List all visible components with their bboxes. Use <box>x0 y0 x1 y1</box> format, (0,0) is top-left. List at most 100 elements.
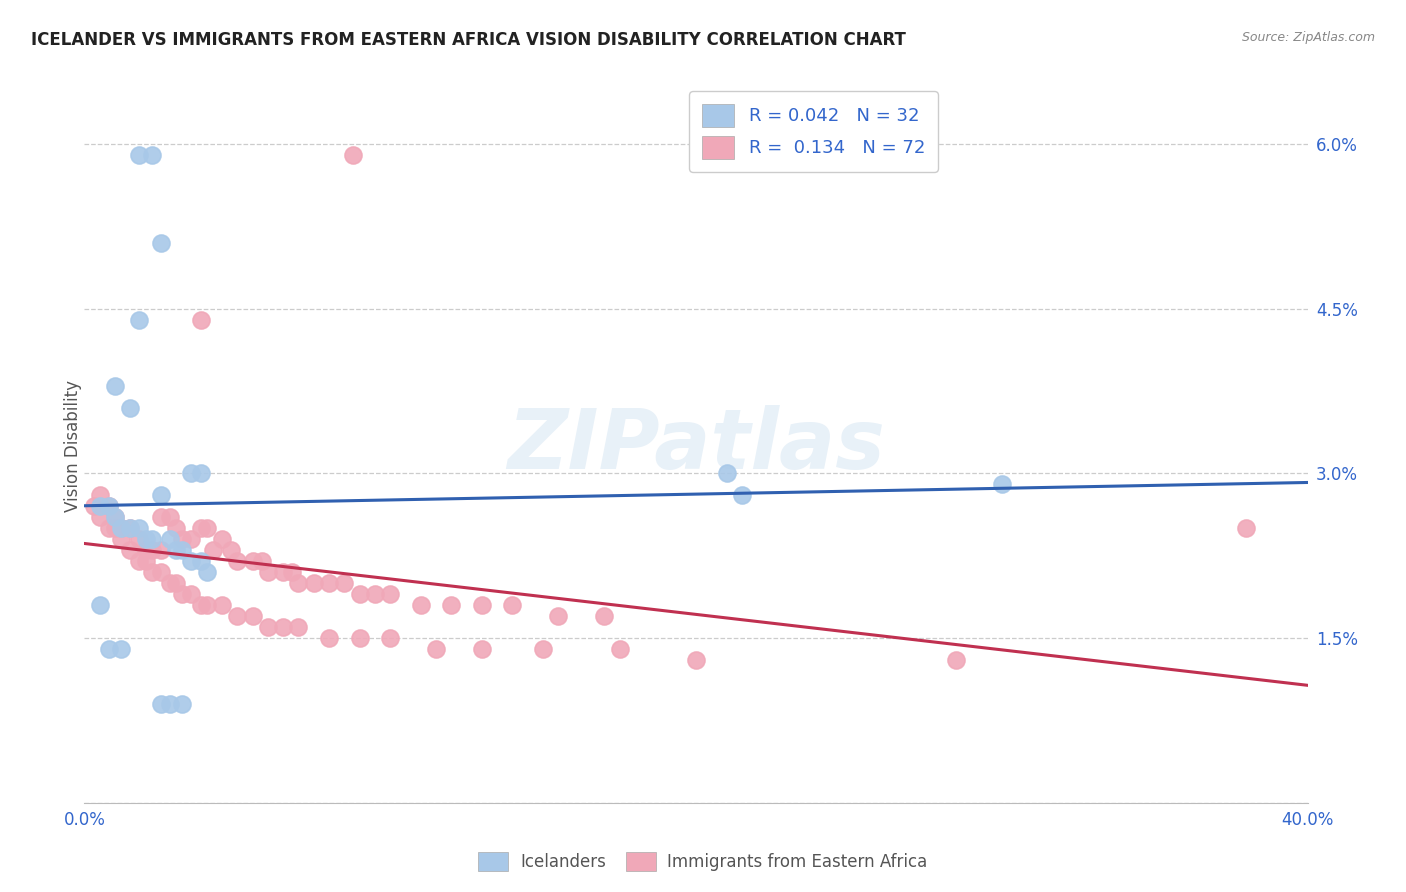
Point <box>128 521 150 535</box>
Point <box>172 587 194 601</box>
Point <box>89 488 111 502</box>
Point <box>409 598 432 612</box>
Point <box>172 543 194 558</box>
Point <box>97 500 120 514</box>
Point <box>149 543 172 558</box>
Point <box>141 533 163 547</box>
Point <box>593 609 616 624</box>
Point <box>547 609 569 624</box>
Point <box>104 521 127 535</box>
Point <box>380 587 402 601</box>
Point <box>159 697 181 711</box>
Point <box>471 598 494 612</box>
Point <box>242 609 264 624</box>
Point <box>716 467 738 481</box>
Point <box>149 235 172 250</box>
Point <box>685 653 707 667</box>
Point <box>281 566 304 580</box>
Point <box>242 554 264 568</box>
Point <box>342 148 364 162</box>
Point <box>502 598 524 612</box>
Point <box>120 521 142 535</box>
Text: ICELANDER VS IMMIGRANTS FROM EASTERN AFRICA VISION DISABILITY CORRELATION CHART: ICELANDER VS IMMIGRANTS FROM EASTERN AFR… <box>31 31 905 49</box>
Point <box>471 642 494 657</box>
Point <box>120 521 142 535</box>
Point <box>104 378 127 392</box>
Point <box>97 521 120 535</box>
Point <box>271 566 294 580</box>
Legend: R = 0.042   N = 32, R =  0.134   N = 72: R = 0.042 N = 32, R = 0.134 N = 72 <box>689 91 938 172</box>
Point <box>364 587 387 601</box>
Point <box>425 642 447 657</box>
Point <box>83 500 105 514</box>
Point <box>141 543 163 558</box>
Point <box>180 554 202 568</box>
Point <box>110 521 132 535</box>
Point <box>110 642 132 657</box>
Point <box>219 543 242 558</box>
Point <box>287 620 309 634</box>
Point <box>104 510 127 524</box>
Point <box>333 576 356 591</box>
Point <box>271 620 294 634</box>
Point <box>250 554 273 568</box>
Point <box>89 598 111 612</box>
Point <box>180 467 202 481</box>
Point <box>128 554 150 568</box>
Point <box>97 642 120 657</box>
Point <box>141 566 163 580</box>
Point <box>159 576 181 591</box>
Point <box>211 533 233 547</box>
Point <box>609 642 631 657</box>
Point <box>149 697 172 711</box>
Point <box>149 566 172 580</box>
Point <box>287 576 309 591</box>
Point <box>89 500 111 514</box>
Point <box>149 510 172 524</box>
Point <box>190 521 212 535</box>
Point <box>991 477 1014 491</box>
Y-axis label: Vision Disability: Vision Disability <box>65 380 82 512</box>
Point <box>120 543 142 558</box>
Point <box>165 543 187 558</box>
Point <box>165 576 187 591</box>
Point <box>226 554 249 568</box>
Point <box>149 488 172 502</box>
Point <box>380 631 402 645</box>
Point <box>257 566 280 580</box>
Point <box>531 642 554 657</box>
Point <box>135 533 157 547</box>
Point <box>201 543 224 558</box>
Point <box>302 576 325 591</box>
Text: Source: ZipAtlas.com: Source: ZipAtlas.com <box>1241 31 1375 45</box>
Point <box>349 587 371 601</box>
Point <box>945 653 967 667</box>
Point <box>190 467 212 481</box>
Point <box>135 554 157 568</box>
Point <box>318 631 340 645</box>
Point <box>180 533 202 547</box>
Point <box>195 521 218 535</box>
Point <box>89 510 111 524</box>
Point <box>190 554 212 568</box>
Point <box>172 533 194 547</box>
Point <box>180 587 202 601</box>
Point <box>318 576 340 591</box>
Point <box>159 533 181 547</box>
Point <box>110 533 132 547</box>
Point <box>190 312 212 326</box>
Point <box>349 631 371 645</box>
Point <box>226 609 249 624</box>
Point <box>110 521 132 535</box>
Point <box>165 521 187 535</box>
Point <box>195 598 218 612</box>
Point <box>97 500 120 514</box>
Point <box>128 148 150 162</box>
Point <box>120 401 142 415</box>
Point <box>211 598 233 612</box>
Point <box>257 620 280 634</box>
Legend: Icelanders, Immigrants from Eastern Africa: Icelanders, Immigrants from Eastern Afri… <box>470 843 936 880</box>
Point <box>104 510 127 524</box>
Point <box>731 488 754 502</box>
Point <box>190 598 212 612</box>
